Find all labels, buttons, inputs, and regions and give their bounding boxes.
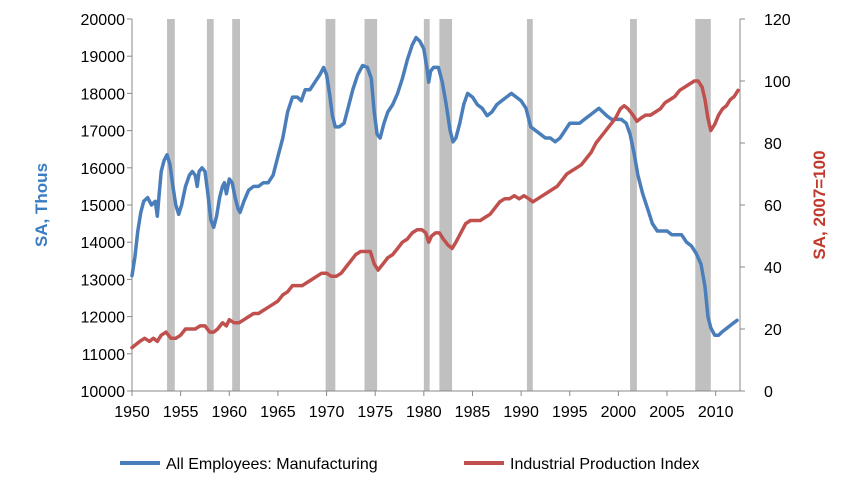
right-axis-tick-labels: 0 20 40 60 80 100 120 [740, 12, 791, 401]
right-tick-label-2: 40 [764, 260, 782, 277]
left-axis-title: SA, Thous [32, 163, 51, 247]
series-line-industrial-production [130, 79, 740, 350]
x-tick-label-1: 1955 [163, 404, 199, 421]
x-tick-label-5: 1975 [357, 404, 393, 421]
right-tick-label-4: 80 [764, 136, 782, 153]
left-tick-label-5: 15000 [81, 198, 126, 215]
recession-band-5 [423, 19, 430, 391]
x-tick-label-11: 2005 [649, 404, 685, 421]
legend: All Employees: Manufacturing Industrial … [120, 456, 699, 473]
left-tick-label-4: 14000 [81, 235, 126, 252]
legend-label-industrial-production: Industrial Production Index [510, 456, 699, 473]
right-tick-label-0: 0 [764, 384, 773, 401]
left-tick-label-0: 10000 [81, 384, 126, 401]
recession-band-3 [325, 19, 336, 391]
left-tick-label-7: 17000 [81, 124, 126, 141]
x-tick-label-6: 1980 [406, 404, 442, 421]
recession-band-7 [526, 19, 533, 391]
recession-band-9 [695, 19, 711, 391]
right-tick-label-1: 20 [764, 322, 782, 339]
series-lines [130, 35, 740, 350]
x-tick-label-10: 2000 [601, 404, 637, 421]
recession-band-0 [167, 19, 175, 391]
x-tick-label-9: 1995 [552, 404, 588, 421]
x-tick-label-7: 1985 [455, 404, 491, 421]
x-tick-label-8: 1990 [503, 404, 539, 421]
series-line-manufacturing [130, 35, 739, 337]
x-axis-tick-labels: 1950 1955 1960 1965 1970 1975 1980 1985 1990 1995… [114, 391, 734, 421]
x-tick-label-2: 1960 [211, 404, 247, 421]
left-tick-label-8: 18000 [81, 86, 126, 103]
right-tick-label-5: 100 [764, 74, 791, 91]
left-tick-label-10: 20000 [81, 12, 126, 29]
left-axis-tick-labels: 10000 11000 12000 13000 14000 15000 16000 17000… [81, 12, 132, 401]
left-tick-label-2: 12000 [81, 310, 126, 327]
right-tick-label-3: 60 [764, 198, 782, 215]
left-tick-label-9: 19000 [81, 49, 126, 66]
recession-band-8 [630, 19, 637, 391]
legend-label-manufacturing: All Employees: Manufacturing [166, 456, 378, 473]
right-axis-title: SA, 2007=100 [810, 150, 829, 259]
left-tick-label-6: 16000 [81, 161, 126, 178]
x-tick-label-0: 1950 [114, 404, 150, 421]
axes [131, 19, 741, 392]
x-tick-label-4: 1970 [309, 404, 345, 421]
left-tick-label-1: 11000 [82, 347, 125, 364]
right-tick-label-6: 120 [764, 12, 791, 29]
x-tick-label-12: 2010 [698, 404, 734, 421]
x-tick-label-3: 1965 [260, 404, 296, 421]
left-tick-label-3: 13000 [81, 272, 126, 289]
